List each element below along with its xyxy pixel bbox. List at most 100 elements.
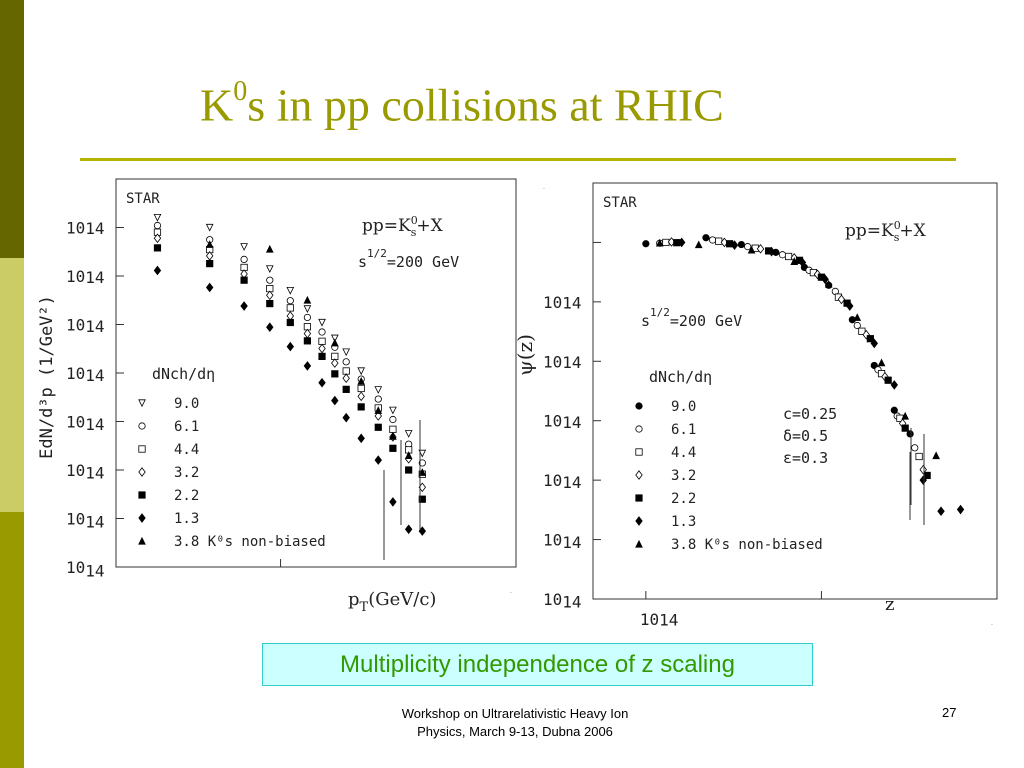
right-param-2: ε=0.3: [783, 449, 828, 467]
left-legend-label-4: 2.2: [174, 488, 199, 504]
right-point-s6-2: [747, 245, 756, 254]
right-legend-label-6: 3.8 K⁰s non-biased: [671, 537, 823, 553]
left-point-s2-9: [357, 384, 365, 393]
right-xtick-label-2: 1014: [991, 624, 994, 626]
left-point-s5-4: [286, 341, 295, 352]
footer-line-2: Physics, March 9-13, Dubna 2006: [417, 724, 613, 739]
right-ytick-label-7: 1014: [543, 590, 582, 612]
left-point-s4-12: [405, 466, 413, 474]
left-point-s4-7: [331, 370, 339, 378]
right-plot-frame: [592, 182, 998, 600]
left-legend-label-0: 9.0: [174, 396, 199, 412]
left-legend-marker-3: [138, 467, 146, 477]
right-point-s1-1: [709, 236, 717, 244]
left-point-s3-5: [303, 328, 312, 339]
right-point-s6-6: [877, 358, 886, 367]
left-legend-label-3: 3.2: [174, 465, 199, 481]
left-point-s6-3: [330, 338, 339, 347]
right-legend-marker-2: [635, 448, 643, 456]
left-legend-label-1: 6.1: [174, 419, 199, 435]
right-point-s0-2: [737, 240, 745, 249]
sidebar-band-mid: [0, 512, 24, 768]
left-ytick-label-3: 1014: [66, 316, 105, 336]
right-point-s5-8: [919, 475, 927, 485]
right-point-s5-5: [846, 301, 854, 311]
left-point-s4-4: [286, 318, 294, 327]
left-ytick-label-1: 1014: [66, 219, 105, 238]
page-number: 27: [942, 705, 957, 720]
left-ytick-label-6: 1014: [66, 461, 105, 483]
right-point-s2-3: [784, 252, 793, 261]
right-point-s5-2: [767, 246, 776, 257]
right-point-s0-0: [642, 240, 650, 248]
left-point-s5-2: [240, 301, 248, 311]
left-point-s5-8: [342, 412, 350, 423]
left-point-s6-6: [389, 432, 397, 440]
right-point-s5-10: [956, 504, 965, 515]
left-legend-label-6: 3.8 K⁰s non-biased: [174, 534, 326, 550]
left-point-s2-4: [286, 304, 294, 312]
left-point-s6-0: [205, 240, 214, 248]
left-ytick-label-7: 1014: [66, 510, 105, 532]
left-point-s0-6: [318, 318, 326, 327]
left-reaction-label: pp=K0 s+X: [362, 214, 444, 239]
left-point-s0-8: [342, 348, 351, 357]
left-point-s3-3: [266, 290, 274, 301]
right-legend-label-0: 9.0: [671, 399, 696, 415]
left-point-s4-6: [318, 352, 326, 360]
left-point-s0-9: [357, 367, 366, 376]
right-point-s3-5: [837, 294, 846, 305]
left-point-s1-6: [318, 328, 326, 336]
left-point-s0-13: [418, 449, 427, 458]
left-ytick-label-5: 1014: [66, 413, 105, 434]
right-point-s6-3: [790, 257, 799, 265]
left-xtick-label-1: 1014: [510, 592, 513, 594]
left-point-s1-3: [266, 276, 274, 284]
right-point-s5-6: [870, 338, 878, 349]
left-point-s3-8: [342, 373, 350, 384]
right-legend-label-4: 2.2: [671, 491, 696, 507]
left-point-s4-11: [389, 444, 397, 452]
left-point-s6-2: [303, 295, 312, 304]
right-legend-marker-4: [635, 494, 643, 502]
right-point-s3-4: [813, 269, 822, 280]
left-point-s5-11: [389, 497, 397, 507]
left-legend-title: dNch/dη: [152, 365, 215, 383]
right-point-s0-1: [702, 234, 710, 242]
left-point-s5-10: [374, 455, 382, 465]
right-point-s5-9: [937, 506, 945, 517]
left-point-s3-0: [153, 233, 162, 244]
right-point-s6-7: [901, 411, 910, 420]
right-legend-title: dNch/dη: [649, 368, 712, 386]
right-experiment-label: STAR: [603, 195, 637, 211]
right-point-s4-8: [901, 424, 909, 432]
right-point-s1-3: [778, 251, 787, 259]
left-point-s0-3: [265, 265, 274, 274]
left-point-s4-10: [374, 423, 382, 431]
right-point-s5-3: [798, 257, 807, 268]
right-point-s5-1: [730, 240, 739, 250]
right-point-s1-2: [744, 243, 752, 251]
left-energy-label: s1/2=200 GeV: [358, 247, 459, 271]
right-xtick-label-0: 1014: [640, 610, 679, 629]
right-point-s2-6: [858, 327, 866, 335]
right-point-s3-2: [756, 244, 765, 254]
sidebar-band-light: [0, 258, 24, 512]
right-point-s5-0: [677, 237, 686, 248]
left-point-s1-4: [286, 297, 294, 305]
right-legend-marker-0: [635, 402, 643, 410]
right-ytick-label-2: 1014: [543, 293, 582, 312]
right-point-s6-0: [655, 238, 664, 247]
title-k: K: [200, 79, 234, 131]
title-superscript: 0: [233, 76, 248, 107]
left-point-s0-2: [240, 243, 248, 251]
left-ytick-label-4: 1014: [66, 364, 105, 385]
left-legend-marker-2: [138, 445, 146, 453]
right-ytick-label-6: 1014: [543, 531, 582, 552]
caption-text: Multiplicity independence of z scaling: [340, 651, 735, 678]
right-point-s4-7: [884, 376, 892, 384]
right-point-s0-8: [890, 406, 898, 414]
left-point-s2-6: [318, 337, 326, 345]
right-point-s4-6: [866, 335, 874, 343]
